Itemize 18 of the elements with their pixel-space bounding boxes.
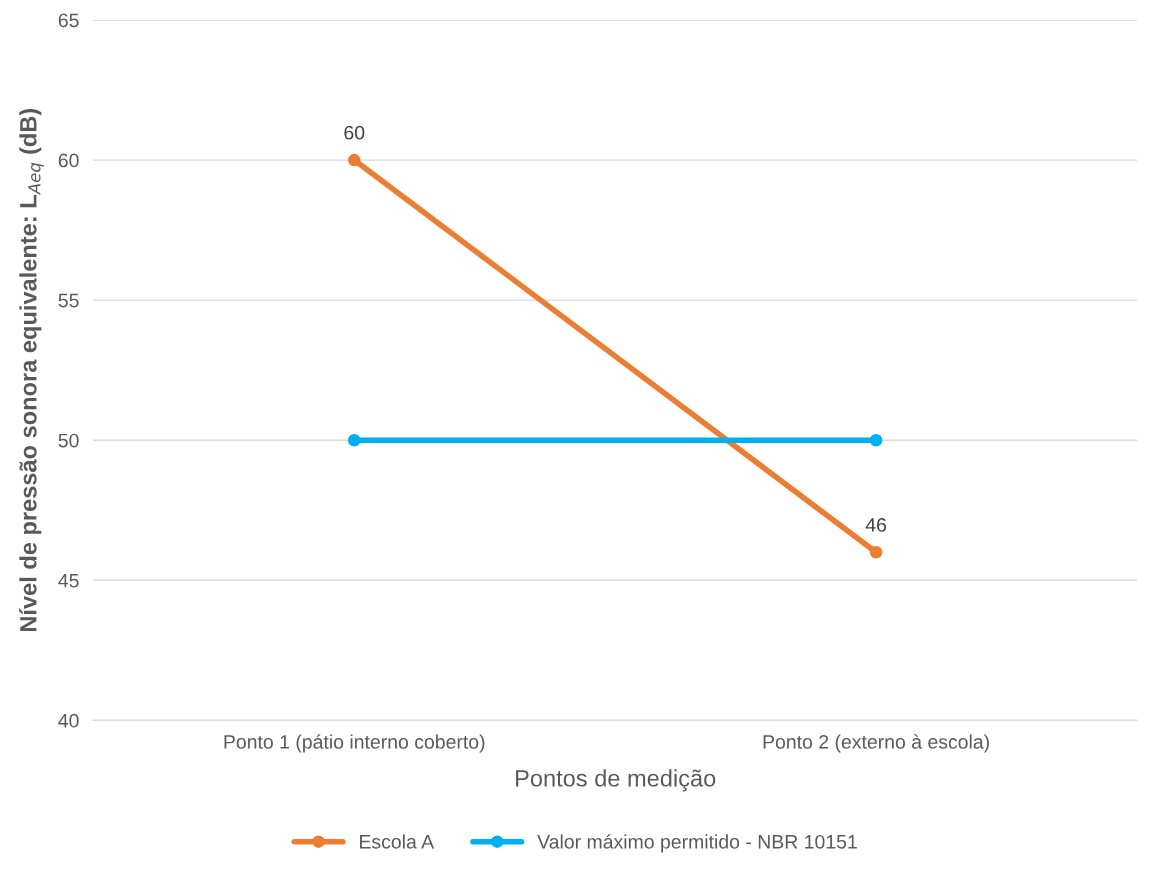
y-tick-label: 40 bbox=[58, 713, 79, 728]
point bbox=[869, 546, 883, 559]
y-tick-label: 60 bbox=[58, 153, 79, 168]
point bbox=[869, 433, 883, 447]
data-label: 60 bbox=[344, 125, 365, 140]
y-tick-label: 50 bbox=[58, 433, 79, 448]
x-tick-label: Ponto 2 (externo à escola) bbox=[763, 734, 989, 753]
x-axis-title: Pontos de medição bbox=[516, 769, 716, 792]
legend-label: Valor máximo permitido - NBR 10151 bbox=[537, 834, 857, 853]
y-axis-title: Nível de pressão sonora equivalente: L$_{Aeq}$ (dB) bbox=[19, 108, 44, 632]
point bbox=[347, 433, 361, 447]
y-tick-label: 45 bbox=[58, 573, 79, 588]
legend-label: Escola A bbox=[360, 834, 435, 849]
data-label: 46 bbox=[865, 518, 887, 532]
x-tick-label: Ponto 1 (pátio interno coberto) bbox=[224, 734, 485, 753]
y-tick-label: 55 bbox=[58, 293, 79, 308]
y-tick-label: 65 bbox=[58, 13, 79, 28]
point bbox=[347, 153, 361, 167]
